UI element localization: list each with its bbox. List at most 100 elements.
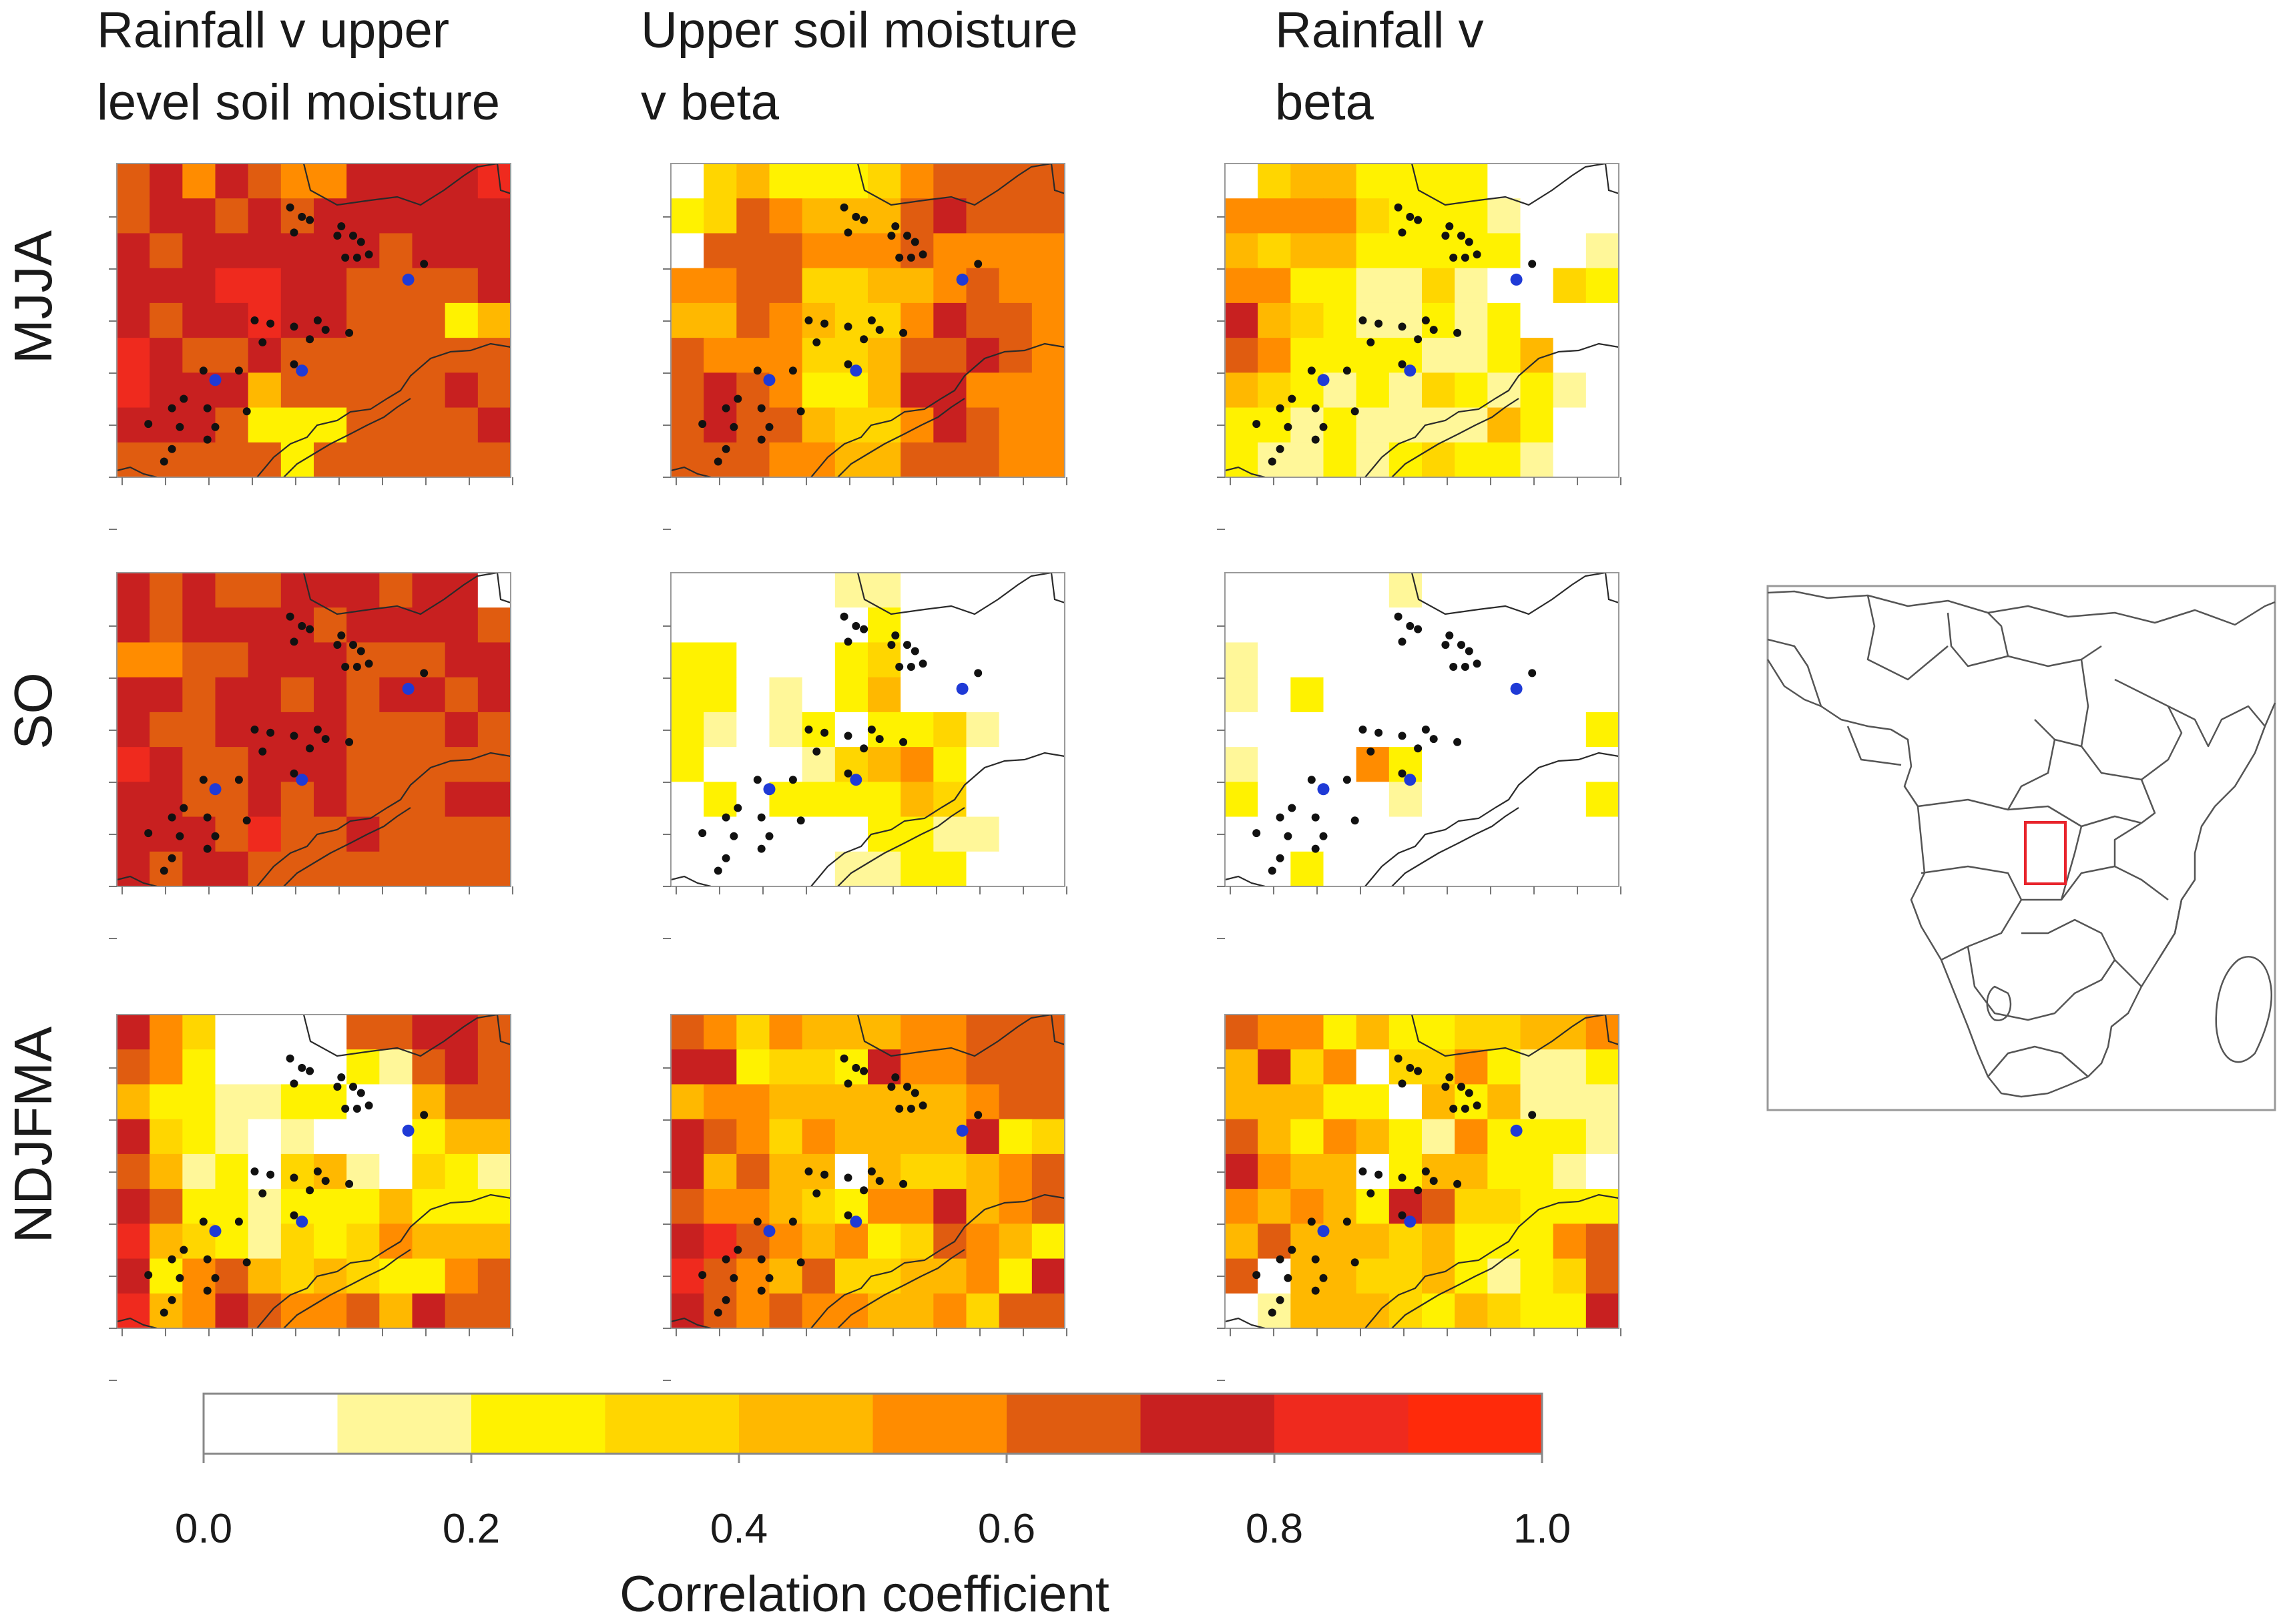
colorbar-bin	[605, 1394, 739, 1454]
heatmap-cell	[1290, 338, 1324, 373]
heatmap-cell	[1290, 1049, 1324, 1085]
station-marker	[341, 254, 350, 262]
heatmap-cell	[868, 642, 901, 678]
station-marker	[1461, 663, 1469, 671]
heatmap-cell	[215, 1049, 249, 1085]
heatmap-cell	[248, 372, 282, 409]
boundary-line	[1411, 164, 1619, 206]
heatmap-cell	[1031, 782, 1065, 818]
station-marker	[1342, 776, 1351, 784]
heatmap-cell	[215, 816, 249, 852]
station-marker	[1449, 1105, 1458, 1113]
station-marker	[804, 726, 813, 734]
boundary-line	[1411, 1015, 1619, 1057]
station-marker	[176, 832, 184, 840]
heatmap-cell	[1422, 677, 1455, 713]
heatmap-cell	[901, 164, 934, 199]
heatmap-cell	[769, 712, 803, 748]
heatmap-cell	[671, 164, 704, 199]
boundary-line	[1391, 398, 1519, 477]
station-marker	[199, 776, 208, 784]
heatmap-cell	[1455, 816, 1488, 852]
station-marker	[290, 228, 298, 237]
heatmap-cell	[868, 1293, 901, 1328]
heatmap-cell	[933, 407, 967, 443]
station-marker	[867, 1167, 876, 1175]
heatmap-cell	[150, 782, 183, 818]
station-marker	[290, 1211, 298, 1220]
heatmap-cell	[1225, 1258, 1258, 1294]
station-marker	[804, 1167, 813, 1175]
heatmap-cell	[671, 1119, 704, 1155]
heatmap-cell	[477, 442, 511, 477]
heatmap-cell	[1520, 372, 1554, 409]
heatmap-cell	[1553, 442, 1587, 477]
colorbar-tick-label: 0.6	[977, 1506, 1036, 1552]
heatmap-cell	[736, 338, 770, 373]
heatmap-cell	[671, 198, 704, 234]
heatmap-cell	[671, 1224, 704, 1260]
station-marker	[1288, 394, 1296, 403]
heatmap-cell	[280, 268, 314, 304]
heatmap-cell	[901, 573, 934, 608]
heatmap-cell	[1585, 1015, 1619, 1050]
heatmap-cell	[868, 1224, 901, 1260]
heatmap-cell	[1258, 233, 1291, 269]
station-marker	[840, 1054, 848, 1063]
station-marker	[168, 445, 176, 453]
heatmap-cell	[314, 1015, 347, 1050]
heatmap-cell	[248, 1224, 282, 1260]
heatmap-cell	[1323, 268, 1357, 304]
heatmap-cell	[1323, 851, 1357, 886]
heatmap-cell	[1290, 1015, 1324, 1050]
heatmap-cell	[1323, 607, 1357, 643]
station-marker	[180, 394, 188, 403]
heatmap-cell	[1290, 198, 1324, 234]
heatmap-cell	[1388, 1258, 1423, 1294]
heatmap-cell	[671, 816, 704, 852]
heatmap-cell	[346, 782, 380, 818]
heatmap-cell	[412, 407, 446, 443]
heatmap-cell	[1225, 747, 1258, 782]
heatmap-cell	[802, 1015, 836, 1050]
heatmap-cell	[346, 1293, 380, 1328]
heatmap-cell	[999, 407, 1033, 443]
heatmap-cell	[412, 233, 446, 269]
heatmap-cell	[834, 1015, 868, 1050]
heatmap-cell	[802, 642, 836, 678]
heatmap-cell	[1487, 233, 1521, 269]
heatmap-cell	[999, 268, 1033, 304]
station-marker	[911, 647, 919, 655]
station-marker	[364, 1101, 373, 1110]
heatmap-cell	[1225, 1119, 1258, 1155]
colorbar-title: Correlation coefficient	[619, 1566, 1109, 1623]
station-marker	[730, 423, 738, 431]
station-marker	[1252, 420, 1261, 429]
heatmap-cell	[1031, 442, 1065, 477]
heatmap-cell	[1388, 164, 1423, 199]
colorbar-bin	[1140, 1394, 1274, 1454]
heatmap-cell	[117, 816, 150, 852]
heatmap-cell	[150, 677, 183, 713]
heatmap-cell	[868, 573, 901, 608]
heatmap-cell	[868, 338, 901, 373]
heatmap-cell	[445, 747, 479, 782]
station-marker	[1453, 1179, 1462, 1188]
heatmap-cell	[802, 1293, 836, 1328]
heatmap-cell	[150, 233, 183, 269]
station-marker	[234, 1217, 243, 1226]
heatmap-cell	[1225, 642, 1258, 678]
boundary-line	[256, 342, 511, 477]
heatmap-cell	[769, 1189, 803, 1224]
heatmap-panel	[1217, 163, 1621, 530]
heatmap-cell	[1290, 302, 1324, 338]
heatmap-panel	[1217, 1014, 1621, 1381]
heatmap-cell	[834, 164, 868, 199]
station-marker	[1311, 435, 1320, 444]
heatmap-cell	[477, 1293, 511, 1328]
heatmap-cell	[736, 851, 770, 886]
heatmap-cell	[477, 816, 511, 852]
heatmap-cell	[999, 712, 1033, 748]
heatmap-cell	[346, 573, 380, 608]
heatmap-cell	[182, 164, 216, 199]
